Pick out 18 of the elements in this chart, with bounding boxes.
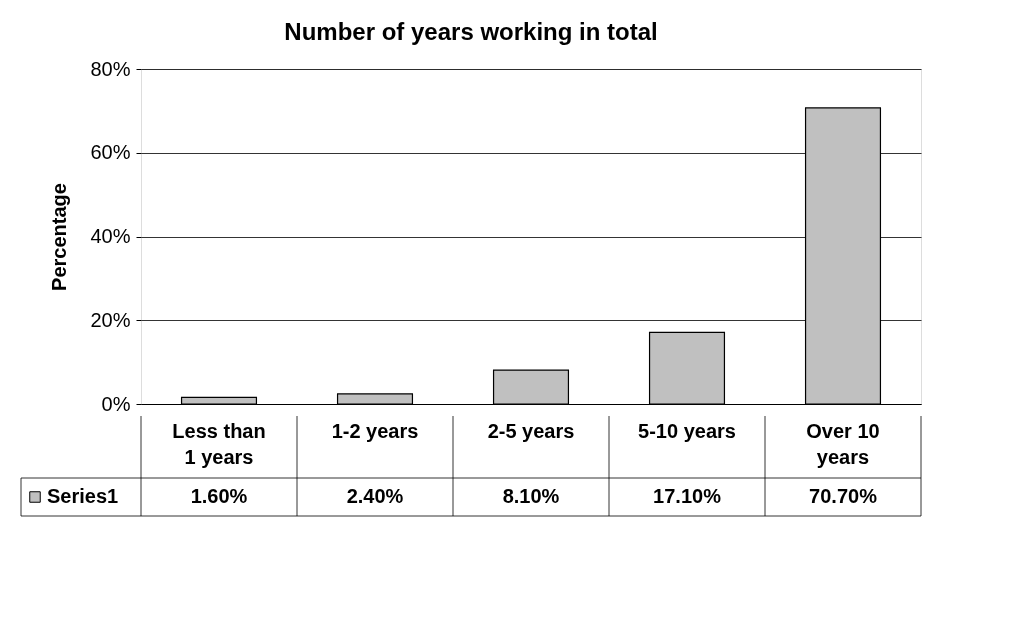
data-label: 1.60% [190, 485, 248, 507]
data-label: 2.40% [346, 485, 404, 507]
data-label: 8.10% [502, 485, 560, 507]
y-tick-label: 20% [90, 308, 131, 331]
x-tick-label: Over 10 years [806, 420, 880, 468]
legend-label: Series1 [47, 485, 119, 507]
x-tick-label: 1-2 years [331, 420, 419, 442]
y-tick-label: 60% [90, 141, 131, 164]
y-tick-label: 40% [90, 225, 131, 247]
x-tick-label: 5-10 years [638, 420, 736, 442]
chart-title: Number of years working in total [284, 17, 658, 45]
y-tick-label: 80% [90, 57, 131, 80]
x-tick-label: Less than 1 years [172, 420, 266, 468]
y-tick-label: 0% [101, 392, 131, 415]
x-tick-label: 2-5 years [487, 420, 575, 442]
data-label: 70.70% [809, 485, 878, 507]
y-axis-title: Percentage [48, 183, 71, 291]
data-label: 17.10% [653, 485, 722, 507]
